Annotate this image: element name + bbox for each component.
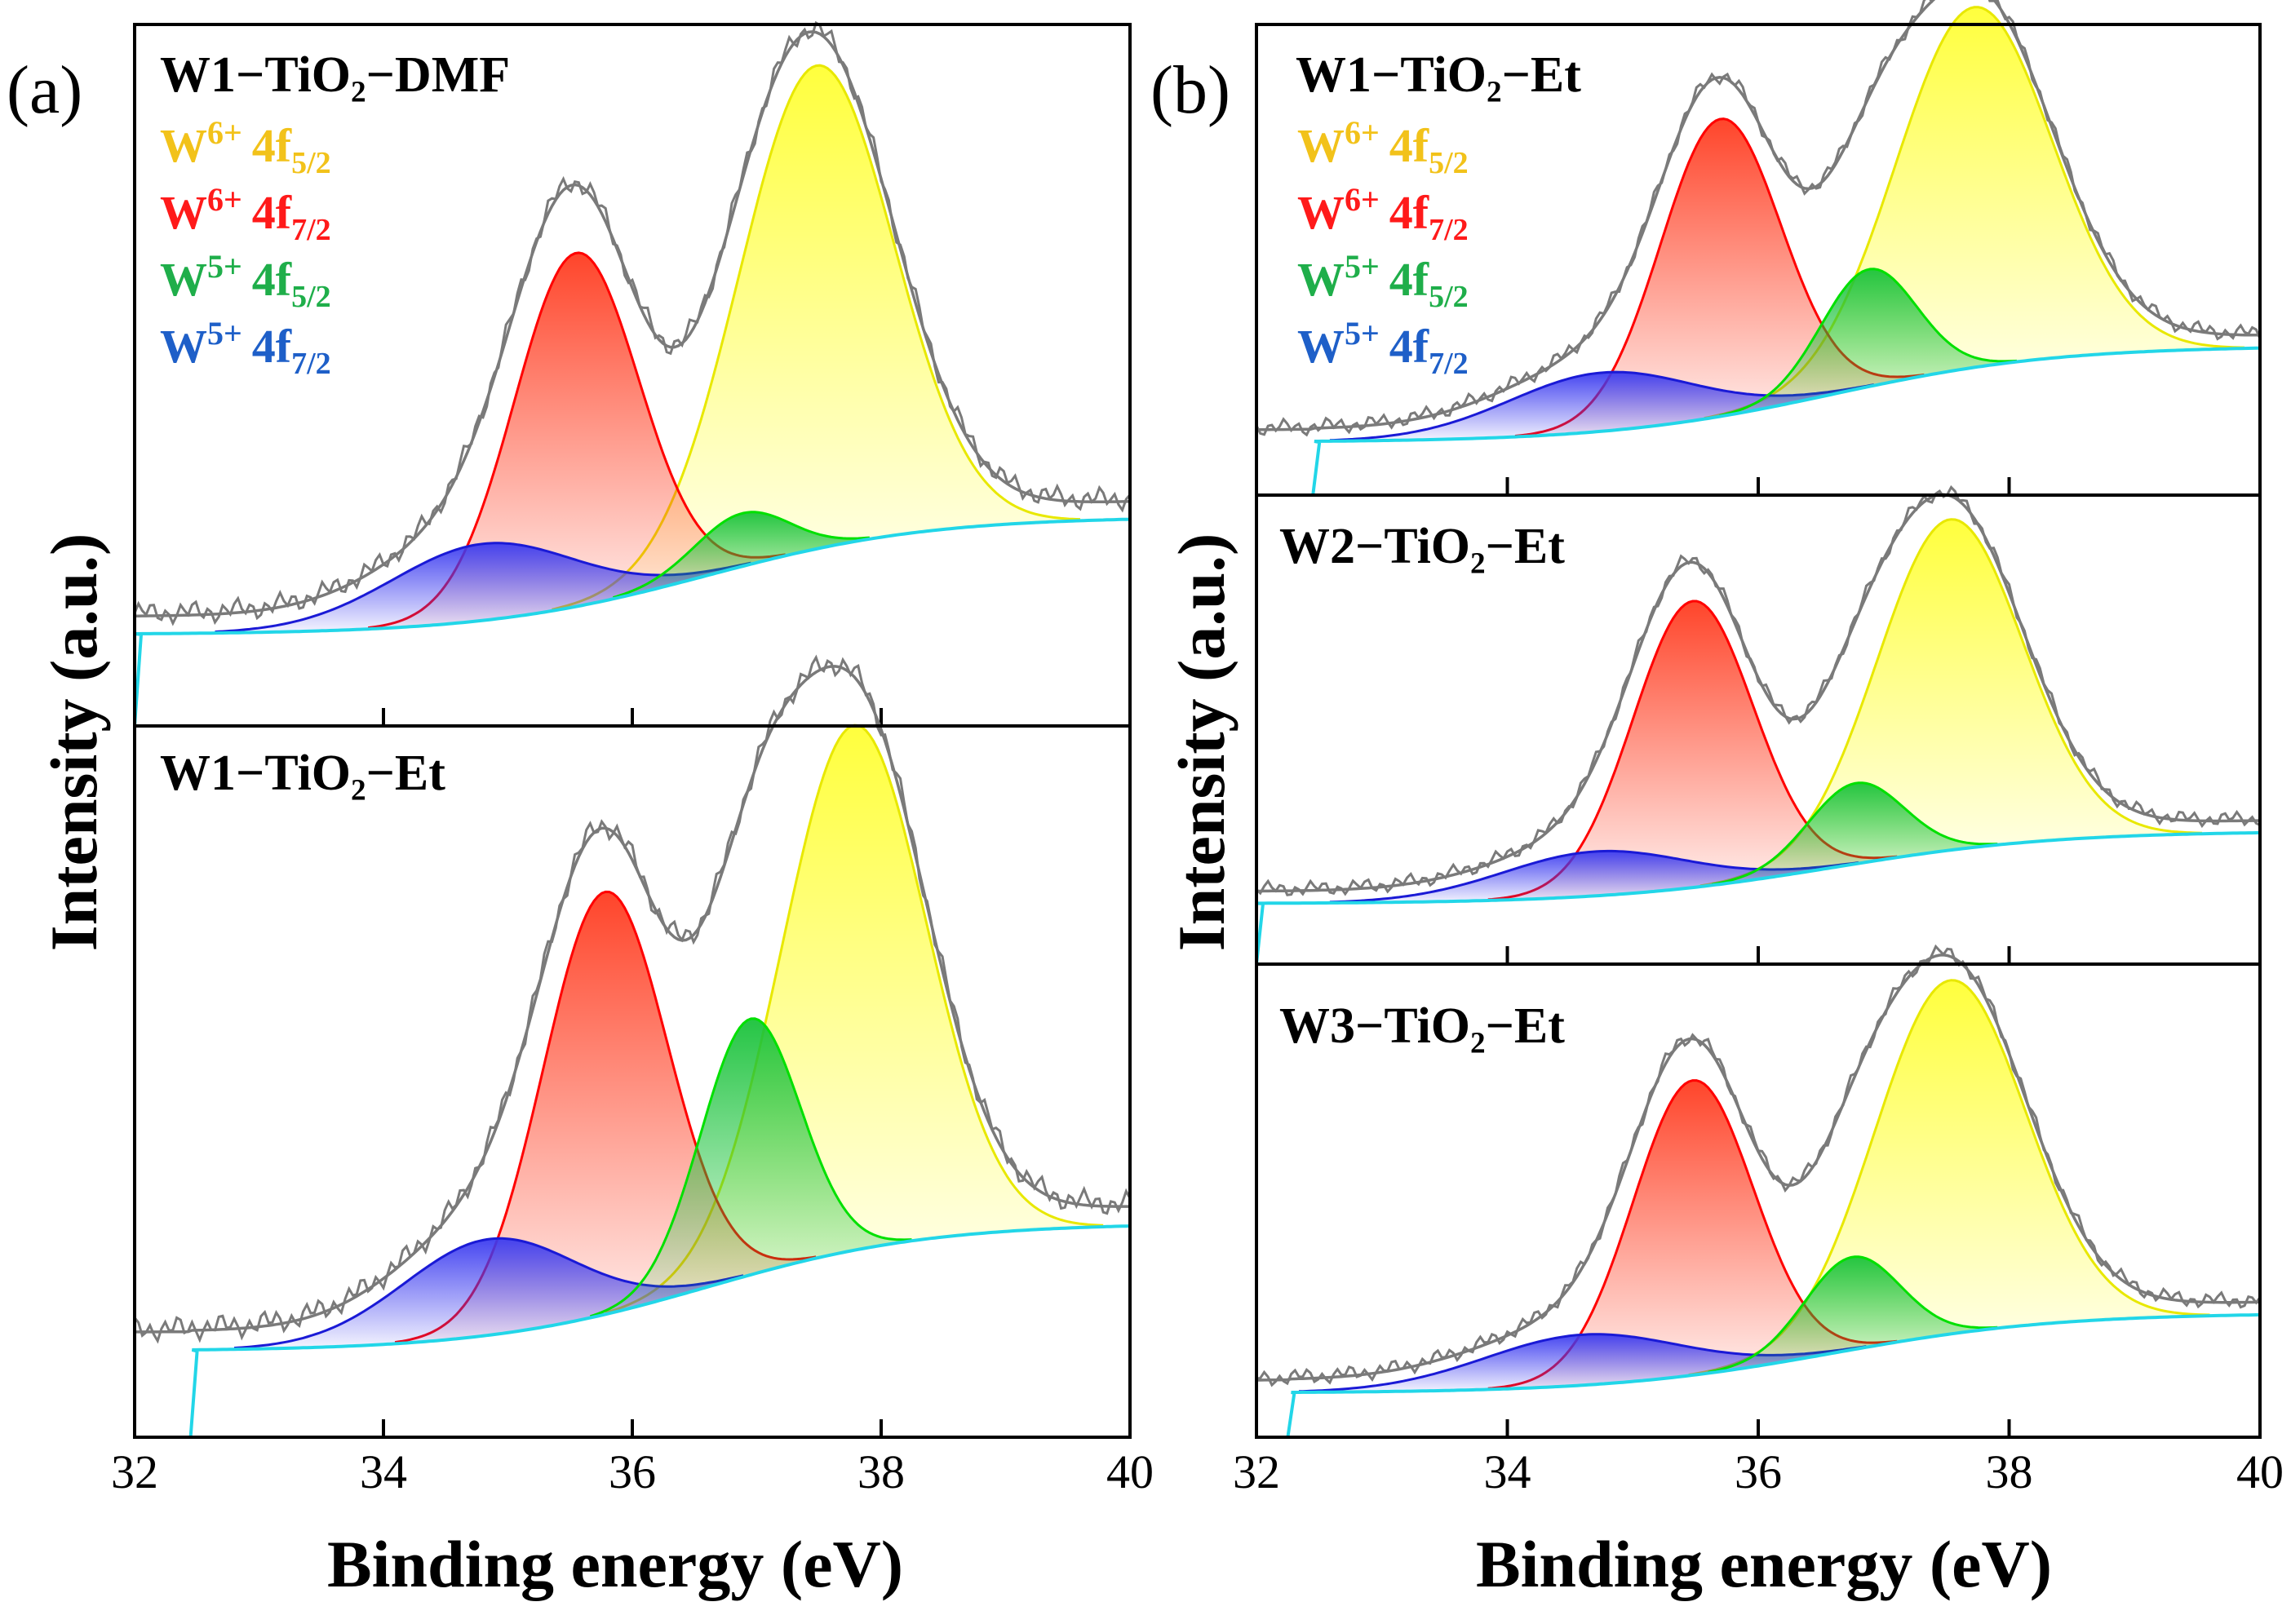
raw-data: [133, 20, 1132, 626]
x-axis-label-right: Binding energy (eV): [1476, 1527, 2052, 1601]
legend-entry: W5+ 4f5/2: [160, 248, 331, 314]
raw-data: [1255, 485, 2261, 896]
legend-entry: W6+ 4f5/2: [160, 114, 331, 180]
peak-fill-w6-72: [1487, 1080, 1898, 1390]
sample-title-b-top: W1−TiO₂−Et: [1296, 47, 1581, 103]
peak-fill-w5-72: [1329, 372, 1874, 441]
legend-entry: W5+ 4f5/2: [1297, 248, 1469, 314]
legend-panel-a: W6+ 4f5/2W6+ 4f7/2W5+ 4f5/2W5+ 4f7/2: [160, 114, 331, 381]
raw-data: [1255, 0, 2262, 437]
peak-fill-w5-72: [215, 542, 751, 634]
x-tick-label: 38: [1986, 1445, 2033, 1498]
x-tick-label: 36: [1735, 1445, 1782, 1498]
panel-b-bottom: 32 34 36 38 40: [1233, 944, 2284, 1498]
x-tick-label: 36: [609, 1445, 656, 1498]
y-axis-label-left: Intensity (a.u.): [37, 533, 111, 952]
x-tick-label: 40: [2236, 1445, 2284, 1498]
legend-entry: W6+ 4f7/2: [1297, 181, 1469, 247]
peak-fill-w6-52: [1688, 980, 2210, 1376]
background-line: [188, 1224, 1131, 1438]
peak-line-w5-52: [613, 511, 870, 600]
y-axis-label-right: Intensity (a.u.): [1164, 533, 1239, 952]
peak-fill-w6-72: [1487, 601, 1898, 901]
x-tick-label: 32: [1233, 1445, 1280, 1498]
panel-b-middle: [1255, 485, 2262, 966]
peak-fill-w5-72: [234, 1238, 744, 1350]
x-tick-label: 40: [1106, 1445, 1154, 1498]
panel-label-a: (a): [7, 52, 82, 128]
panel-b-top: [1255, 0, 2262, 497]
panel-label-b: (b): [1150, 52, 1230, 128]
raw-data: [133, 654, 1132, 1344]
peak-line-w5-52: [1719, 268, 2018, 417]
peak-fill-w5-72: [1299, 1334, 1867, 1392]
x-tick-label: 38: [857, 1445, 905, 1498]
legend-entry: W5+ 4f7/2: [1297, 315, 1469, 381]
x-axis-label-left: Binding energy (eV): [327, 1527, 903, 1601]
peak-fill-w5-52: [613, 511, 870, 600]
peak-fill-w5-52: [1708, 1256, 1998, 1374]
sample-title-b-bottom: W3−TiO₂−Et: [1279, 998, 1565, 1054]
sample-title-a-top: W1−TiO₂−DMF: [160, 47, 510, 103]
legend-entry: W6+ 4f7/2: [160, 181, 331, 247]
background-line: [133, 517, 1131, 727]
sample-title-a-bottom: W1−TiO₂−Et: [160, 746, 445, 801]
legend-entry: W6+ 4f5/2: [1297, 114, 1469, 180]
peak-fill-w5-52: [1719, 268, 2017, 417]
background-line: [1311, 346, 2261, 496]
peak-fill-w5-52: [1712, 782, 1998, 886]
x-tick-label: 34: [1484, 1445, 1531, 1498]
peak-fill-w5-52: [590, 1018, 912, 1318]
peak-line-w5-52: [589, 1017, 912, 1318]
background-line: [1286, 1312, 2261, 1438]
panel-a-bottom: 32 34 36 38 40: [111, 654, 1154, 1498]
peak-fill-w6-52: [552, 65, 1080, 611]
peak-line-w5-52: [1711, 781, 1998, 886]
x-tick-label: 34: [360, 1445, 407, 1498]
panel-a-top: [133, 20, 1132, 728]
peak-fill-w5-72: [1329, 851, 1859, 903]
peak-line-w5-52: [1708, 1255, 1998, 1374]
sample-title-b-middle: W2−TiO₂−Et: [1279, 519, 1565, 574]
legend-panel-b: W6+ 4f5/2W6+ 4f7/2W5+ 4f5/2W5+ 4f7/2: [1297, 114, 1469, 381]
background-line: [1255, 830, 2261, 965]
raw-data: [1256, 944, 2262, 1387]
peak-fill-w6-52: [1700, 519, 2202, 887]
x-tick-label: 32: [111, 1445, 158, 1498]
legend-entry: W5+ 4f7/2: [160, 315, 331, 381]
